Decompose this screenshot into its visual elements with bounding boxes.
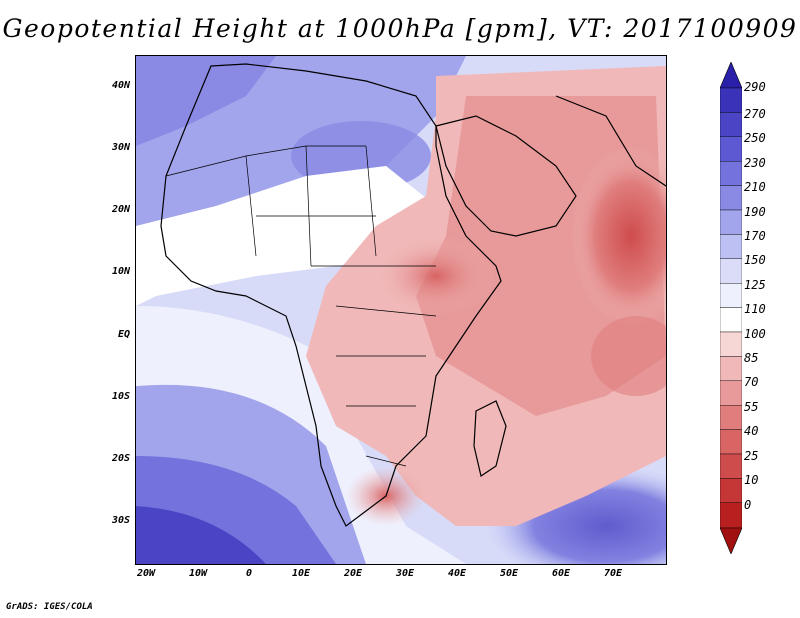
colorbar-bin <box>720 234 742 259</box>
colorbar-label: 270 <box>744 107 766 121</box>
madagascar-coastline <box>473 400 507 477</box>
africa-coastline <box>160 63 502 527</box>
colorbar-label: 210 <box>744 180 766 194</box>
colorbar-bin <box>720 185 742 211</box>
y-tick-30s: 30S <box>111 515 130 526</box>
north-high-core <box>136 56 276 146</box>
x-tick-70e: 70E <box>603 568 623 579</box>
y-tick-eq: EQ <box>117 329 130 340</box>
x-tick-30e: 30E <box>395 568 415 579</box>
colorbar-bin <box>720 478 742 503</box>
transition-zone-north <box>136 166 436 306</box>
colorbar <box>720 62 742 554</box>
east-africa-low <box>376 236 496 316</box>
india-low <box>571 146 666 326</box>
geopotential-field <box>136 56 666 564</box>
x-tick-50e: 50E <box>499 568 519 579</box>
y-tick-10n: 10N <box>111 266 130 277</box>
map-title: Geopotential Height at 1000hPa [gpm], VT… <box>2 14 798 43</box>
colorbar-label: 70 <box>744 375 759 389</box>
x-tick-20w: 20W <box>136 568 156 579</box>
y-tick-10s: 10S <box>111 391 130 402</box>
country-borders <box>165 145 437 467</box>
colorbar-bin <box>720 282 742 308</box>
colorbar-label: 110 <box>744 302 766 316</box>
x-tick-60e: 60E <box>551 568 571 579</box>
colorbar-bin <box>720 87 742 113</box>
colorbar-bin <box>720 331 742 357</box>
colorbar-label: 150 <box>744 253 766 267</box>
asia-coastline <box>555 95 666 187</box>
colorbar-label: 25 <box>744 449 759 463</box>
colorbar-bin <box>720 429 742 455</box>
arabia-coastline <box>435 115 577 237</box>
colorbar-bin <box>720 136 742 162</box>
colorbar-label: 85 <box>744 351 759 365</box>
colorbar-bottom-arrow <box>720 527 742 554</box>
south-atlantic-max <box>136 506 266 564</box>
colorbar-bin <box>720 405 742 430</box>
x-tick-10e: 10E <box>291 568 311 579</box>
colorbar-bin <box>720 356 742 381</box>
y-tick-30n: 30N <box>111 142 130 153</box>
colorbar-label: 170 <box>744 229 766 243</box>
colorbar-label: 190 <box>744 205 766 219</box>
colorbar-top-arrow <box>720 62 742 89</box>
software-credit: GrADS: IGES/COLA <box>6 602 93 612</box>
colorbar-label: 100 <box>744 327 766 341</box>
colorbar-bin <box>720 380 742 406</box>
colorbar-label: 125 <box>744 278 766 292</box>
colorbar-bin <box>720 209 742 235</box>
colorbar-bin <box>720 307 742 333</box>
y-tick-40n: 40N <box>111 80 130 91</box>
arabian-sea-low <box>591 316 666 396</box>
y-tick-20s: 20S <box>111 453 130 464</box>
colorbar-label: 55 <box>744 400 759 414</box>
colorbar-label: 10 <box>744 473 759 487</box>
x-tick-10w: 10W <box>188 568 208 579</box>
x-tick-40e: 40E <box>447 568 467 579</box>
colorbar-label: 250 <box>744 131 766 145</box>
colorbar-bin <box>720 112 742 138</box>
x-tick-0: 0 <box>245 568 253 579</box>
colorbar-bin <box>720 453 742 479</box>
colorbar-label: 0 <box>744 498 752 512</box>
colorbar-label: 290 <box>744 80 766 94</box>
y-tick-20n: 20N <box>111 204 130 215</box>
colorbar-label: 40 <box>744 424 759 438</box>
colorbar-bin <box>720 258 742 284</box>
x-tick-20e: 20E <box>343 568 363 579</box>
map-panel <box>135 55 667 565</box>
colorbar-label: 230 <box>744 156 766 170</box>
colorbar-bin <box>720 502 742 529</box>
colorbar-bin <box>720 160 742 186</box>
